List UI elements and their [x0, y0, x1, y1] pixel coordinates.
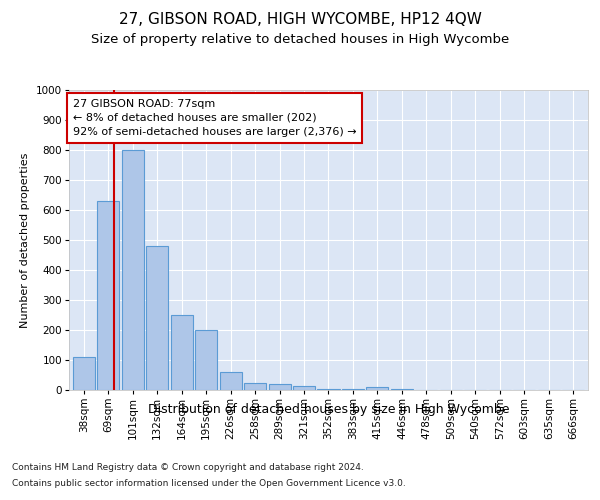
Text: Contains public sector information licensed under the Open Government Licence v3: Contains public sector information licen… [12, 478, 406, 488]
Bar [342, 388, 364, 390]
Bar [73, 357, 95, 390]
Bar [367, 387, 388, 390]
Bar [269, 384, 290, 390]
Text: Contains HM Land Registry data © Crown copyright and database right 2024.: Contains HM Land Registry data © Crown c… [12, 464, 364, 472]
Bar [317, 388, 340, 390]
Text: 27, GIBSON ROAD, HIGH WYCOMBE, HP12 4QW: 27, GIBSON ROAD, HIGH WYCOMBE, HP12 4QW [119, 12, 481, 28]
Text: Distribution of detached houses by size in High Wycombe: Distribution of detached houses by size … [148, 402, 509, 415]
Bar [195, 330, 217, 390]
Bar [220, 372, 242, 390]
Text: 27 GIBSON ROAD: 77sqm
← 8% of detached houses are smaller (202)
92% of semi-deta: 27 GIBSON ROAD: 77sqm ← 8% of detached h… [73, 99, 356, 137]
Bar [293, 386, 315, 390]
Y-axis label: Number of detached properties: Number of detached properties [20, 152, 31, 328]
Bar [170, 315, 193, 390]
Bar [97, 201, 119, 390]
Bar [244, 382, 266, 390]
Bar [122, 150, 143, 390]
Bar [146, 246, 168, 390]
Text: Size of property relative to detached houses in High Wycombe: Size of property relative to detached ho… [91, 32, 509, 46]
